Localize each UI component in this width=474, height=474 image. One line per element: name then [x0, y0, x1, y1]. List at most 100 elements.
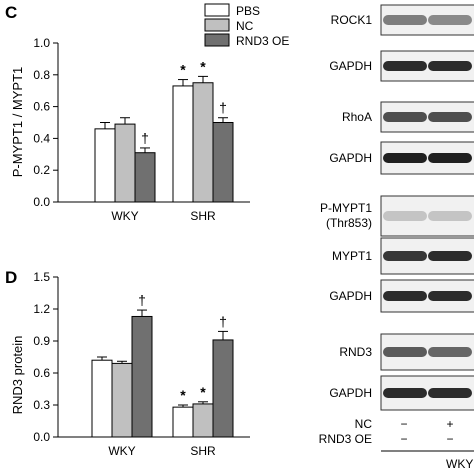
blot-band [428, 153, 472, 163]
blot-band [428, 291, 472, 301]
chart-c-y-tick-label: 0.4 [33, 131, 50, 145]
blot-band [383, 153, 427, 163]
treatment-label-rnd3-oe: RND3 OE [319, 432, 372, 446]
blot-label: GAPDH [329, 59, 372, 73]
chart-d-significance-mark: * [180, 387, 186, 403]
blot-band [428, 388, 472, 398]
chart-d-x-tick-label: WKY [108, 444, 135, 458]
chart-d-significance-mark: † [219, 313, 227, 329]
chart-d-significance-mark: † [138, 292, 146, 308]
panel-letter-d: D [5, 268, 17, 287]
blot-row-3: RhoA [342, 101, 474, 133]
western-blot-panel: ROCK1 GAPDH RhoA GAPDH P-MYPT1(Thr853) MYPT1 G… [320, 4, 474, 411]
chart-c-bar-shr-rnd3-oe [212, 122, 234, 203]
blot-row-1: ROCK1 [331, 4, 474, 36]
blot-label: RND3 [339, 345, 372, 359]
legend-item-pbs: PBS [204, 3, 260, 18]
blot-band [383, 388, 427, 398]
chart-c-y-tick-label: 0.2 [33, 163, 50, 177]
chart-c-bar-wky-rnd3-oe [134, 152, 156, 203]
treatment-mark-rnd3-oe-lane2: − [446, 432, 453, 446]
blot-band [383, 211, 427, 221]
chart-c-significance-mark: † [141, 130, 149, 146]
chart-c-y-axis-title: P-MYPT1 / MYPT1 [10, 67, 25, 178]
legend-item-nc: NC [204, 18, 254, 33]
chart-c-y-tick-label: 0.8 [33, 68, 50, 82]
blot-band [428, 211, 472, 221]
blot-band [383, 251, 427, 261]
chart-c-bar-wky-pbs [94, 128, 116, 203]
legend-swatch-rnd3-oe [204, 33, 230, 47]
chart-d-bar-shr-nc [192, 403, 214, 438]
blot-row-9: GAPDH [329, 375, 474, 411]
chart-d-bar-shr-rnd3-oe [212, 339, 234, 438]
chart-d-bar-wky-rnd3-oe [131, 315, 153, 438]
chart-d: RND3 protein 0.0 0.3 0.6 0.9 1.2 1.5 † WKY * * † SH… [10, 270, 250, 458]
chart-c-bar-shr-pbs [172, 85, 194, 203]
treatment-mark-nc-lane1: − [400, 417, 407, 431]
legend-label-rnd3-oe: RND3 OE [236, 34, 289, 48]
chart-c-y-tick-label: 1.0 [33, 36, 50, 50]
chart-d-bar-shr-pbs [172, 406, 194, 438]
chart-c-x-tick-label: SHR [190, 209, 216, 223]
chart-c-bar-shr-nc [192, 82, 214, 203]
legend-label-pbs: PBS [236, 4, 260, 18]
chart-d-y-tick-label: 1.2 [33, 302, 50, 316]
blot-row-6: MYPT1 [332, 237, 474, 275]
legend-swatch-nc [204, 18, 230, 32]
chart-d-y-tick-label: 0.3 [33, 398, 50, 412]
treatment-table: NC − + RND3 OE − − WKY [319, 417, 474, 471]
blot-band [428, 347, 472, 357]
chart-c-y-tick-label: 0.0 [33, 195, 50, 209]
blot-row-4: GAPDH [329, 141, 474, 175]
chart-d-y-axis-title: RND3 protein [10, 336, 25, 415]
blot-band [428, 15, 472, 25]
chart-c-bar-wky-nc [114, 123, 136, 203]
blot-label: GAPDH [329, 386, 372, 400]
blot-label: P-MYPT1 [320, 201, 372, 215]
blot-label: MYPT1 [332, 249, 372, 263]
blot-band [383, 291, 427, 301]
chart-d-y-tick-label: 0.9 [33, 334, 50, 348]
chart-c-y-tick-label: 0.6 [33, 100, 50, 114]
blot-band [428, 251, 472, 261]
blot-band [383, 112, 427, 122]
legend-label-nc: NC [236, 19, 254, 33]
blot-row-7: GAPDH [329, 279, 474, 313]
chart-d-y-tick-label: 1.5 [33, 270, 50, 284]
chart-d-y-tick-label: 0.0 [33, 430, 50, 444]
chart-d-bar-wky-nc [111, 362, 133, 438]
group-label-wky: WKY [446, 457, 473, 471]
blot-row-5: P-MYPT1(Thr853) [320, 195, 474, 237]
legend: PBS NC RND3 OE [204, 3, 289, 48]
panel-letter-c: C [5, 3, 17, 22]
treatment-mark-rnd3-oe-lane1: − [400, 432, 407, 446]
blot-label: GAPDH [329, 289, 372, 303]
chart-d-x-tick-label: SHR [190, 444, 216, 458]
blot-sublabel: (Thr853) [326, 216, 372, 230]
treatment-label-nc: NC [355, 417, 373, 431]
legend-item-rnd3-oe: RND3 OE [204, 33, 289, 48]
chart-d-significance-mark: * [200, 384, 206, 400]
chart-d-plot-area: 0.0 0.3 0.6 0.9 1.2 1.5 † WKY * * † SHR [33, 270, 250, 458]
chart-d-y-tick-label: 0.6 [33, 366, 50, 380]
blot-label: GAPDH [329, 151, 372, 165]
chart-c-plot-area: 0.0 0.2 0.4 0.6 0.8 1.0 † WKY * * † SHR [33, 36, 250, 223]
chart-c-x-tick-label: WKY [111, 209, 138, 223]
chart-d-bar-wky-pbs [91, 359, 113, 438]
legend-swatch-pbs [204, 3, 230, 17]
chart-c: P-MYPT1 / MYPT1 0.0 0.2 0.4 0.6 0.8 1.0 † WKY * *… [10, 36, 250, 223]
treatment-mark-nc-lane2: + [446, 417, 453, 431]
chart-c-significance-mark: † [219, 100, 227, 116]
chart-c-significance-mark: * [180, 62, 186, 78]
blot-label: RhoA [342, 110, 372, 124]
blot-band [428, 112, 472, 122]
blot-label: ROCK1 [331, 13, 373, 27]
blot-band [383, 61, 427, 71]
blot-row-8: RND3 [339, 333, 474, 371]
blot-row-2: GAPDH [329, 50, 474, 82]
blot-band [383, 347, 427, 357]
blot-band [383, 15, 427, 25]
blot-band [428, 61, 472, 71]
